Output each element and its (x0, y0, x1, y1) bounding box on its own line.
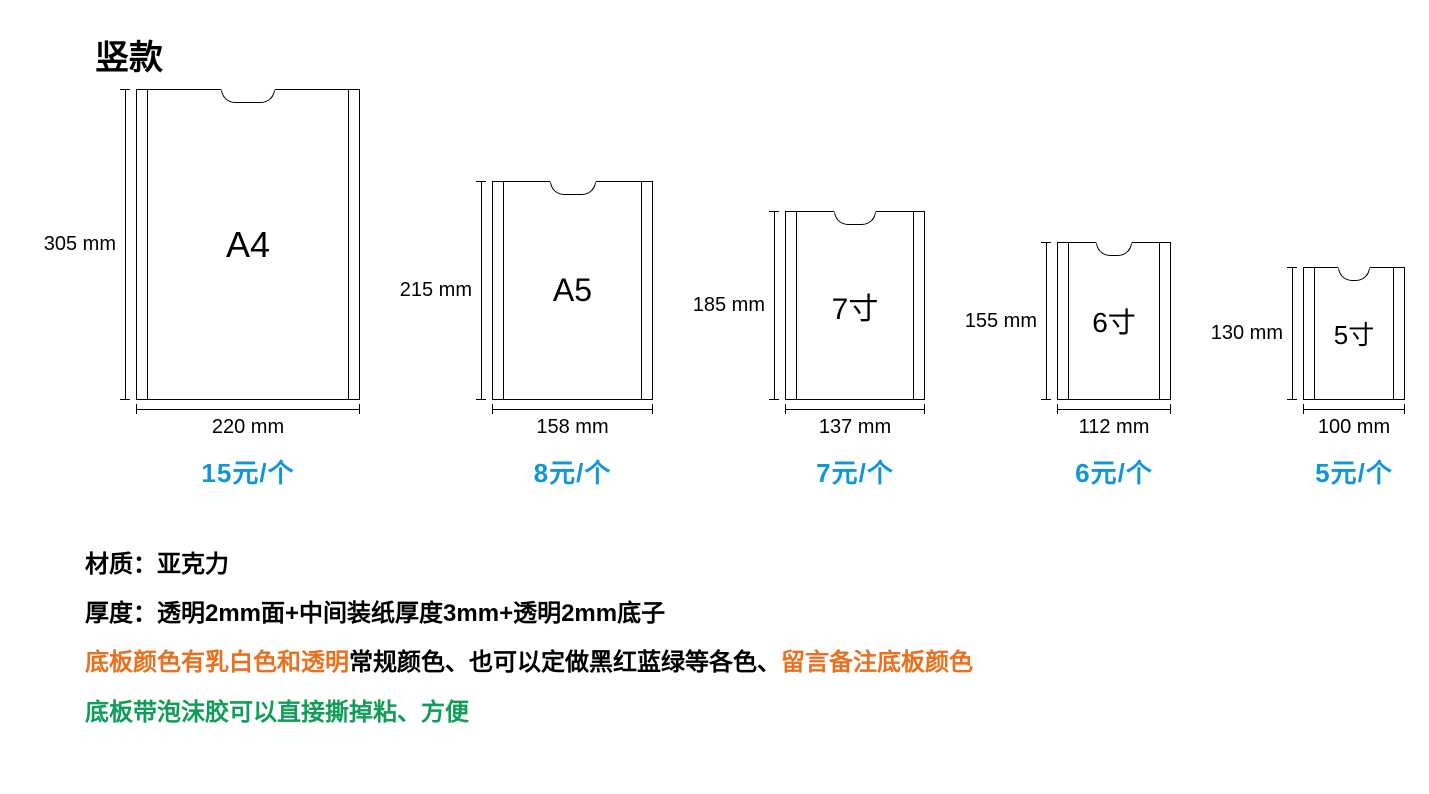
height-bracket (769, 211, 779, 400)
product-frame: 5寸 (1303, 267, 1405, 400)
product-frame: A4 (136, 89, 360, 400)
notch (550, 181, 596, 195)
width-label: 137 mm (819, 416, 891, 439)
width-label: 220 mm (212, 416, 284, 439)
product-item-6寸: 155 mm 6寸 112 mm 6元/个 (955, 242, 1171, 490)
info-foam-note: 底板带泡沫胶可以直接撕掉粘、方便 (85, 688, 1409, 737)
info-block: 材质：亚克力 厚度：透明2mm面+中间装纸厚度3mm+透明2mm底子 底板颜色有… (85, 540, 1409, 737)
size-label: 5寸 (1334, 315, 1374, 352)
info-color-part1: 底板颜色有乳白色和透明 (85, 649, 349, 676)
product-item-5寸: 130 mm 5寸 100 mm 5元/个 (1201, 267, 1405, 490)
info-material: 材质：亚克力 (85, 540, 1409, 589)
width-bracket (1057, 404, 1171, 414)
info-thickness: 厚度：透明2mm面+中间装纸厚度3mm+透明2mm底子 (85, 589, 1409, 638)
width-label: 100 mm (1318, 416, 1390, 439)
notch (834, 211, 876, 225)
info-color-part2: 常规颜色、也可以定做黑红蓝绿等各色、 (349, 649, 781, 676)
size-label: 7寸 (832, 284, 879, 328)
height-label: 185 mm (693, 294, 765, 317)
price-label: 6元/个 (1075, 453, 1153, 490)
width-bracket (1303, 404, 1405, 414)
product-item-A4: 305 mm A4 220 mm 15元/个 (40, 89, 360, 490)
notch (1096, 242, 1132, 256)
product-frame: 7寸 (785, 211, 925, 400)
product-frame: A5 (492, 181, 653, 400)
height-bracket (476, 181, 486, 400)
product-frame: 6寸 (1057, 242, 1171, 400)
page-title: 竖款 (95, 30, 1409, 79)
product-item-7寸: 185 mm 7寸 137 mm 7元/个 (683, 211, 925, 490)
height-label: 305 mm (44, 233, 116, 256)
width-bracket (136, 404, 360, 414)
size-label: A4 (226, 224, 270, 266)
width-label: 112 mm (1079, 416, 1150, 439)
items-row: 305 mm A4 220 mm 15元/个 215 mm A5 158 mm 8元/个 185… (40, 89, 1409, 490)
price-label: 8元/个 (534, 453, 612, 490)
height-label: 215 mm (400, 279, 472, 302)
height-bracket (1287, 267, 1297, 400)
width-label: 158 mm (536, 416, 608, 439)
price-label: 15元/个 (201, 453, 294, 490)
width-bracket (785, 404, 925, 414)
size-label: 6寸 (1092, 301, 1136, 341)
price-label: 7元/个 (816, 453, 894, 490)
size-label: A5 (553, 272, 592, 309)
price-label: 5元/个 (1315, 453, 1393, 490)
width-bracket (492, 404, 653, 414)
product-item-A5: 215 mm A5 158 mm 8元/个 (390, 181, 653, 490)
height-label: 130 mm (1211, 322, 1283, 345)
height-label: 155 mm (965, 310, 1037, 333)
info-color-note: 底板颜色有乳白色和透明常规颜色、也可以定做黑红蓝绿等各色、留言备注底板颜色 (85, 638, 1409, 687)
notch (221, 89, 275, 103)
height-bracket (120, 89, 130, 400)
info-color-part3: 留言备注底板颜色 (781, 649, 973, 676)
notch (1338, 267, 1370, 281)
height-bracket (1041, 242, 1051, 400)
